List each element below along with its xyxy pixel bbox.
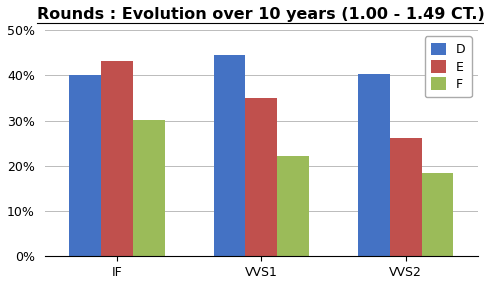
Bar [133,120,164,256]
Title: Rounds : Evolution over 10 years (1.00 - 1.49 CT.): Rounds : Evolution over 10 years (1.00 -… [37,7,484,22]
Bar [101,61,133,256]
Legend: D, E, F: D, E, F [424,36,471,97]
Bar [213,55,245,256]
Bar [357,74,389,256]
Bar [245,98,277,256]
Bar [69,75,101,256]
Bar [421,173,453,256]
Bar [389,138,421,256]
Bar [277,156,308,256]
